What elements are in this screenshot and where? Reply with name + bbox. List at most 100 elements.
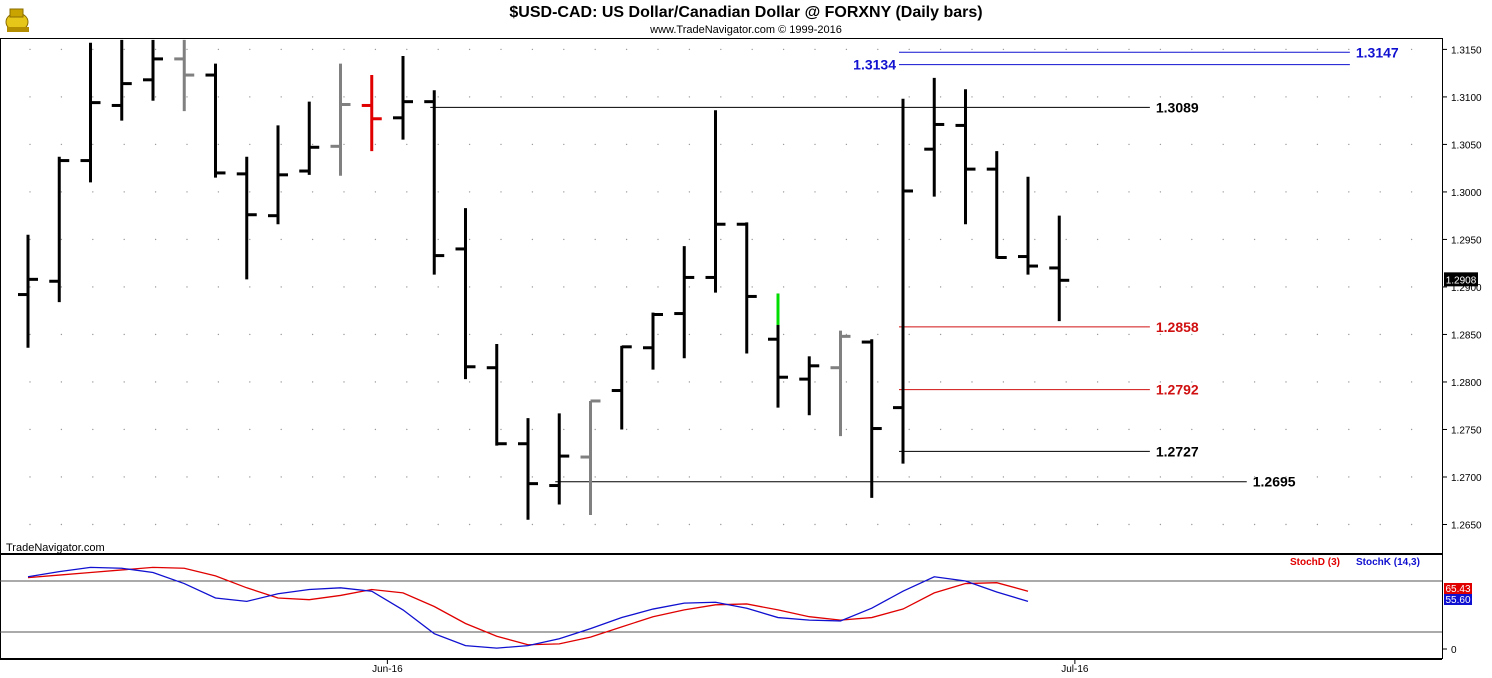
price-tick-label: 1.3150 bbox=[1451, 45, 1482, 56]
grid-dot bbox=[92, 238, 94, 241]
grid-dot bbox=[406, 96, 408, 98]
grid-dot bbox=[877, 333, 879, 336]
grid-dot bbox=[311, 48, 314, 51]
grid-dot bbox=[1191, 48, 1193, 51]
grid-dot bbox=[939, 238, 942, 241]
grid-dot bbox=[406, 523, 408, 526]
grid-dot bbox=[60, 333, 63, 336]
grid-dot bbox=[1348, 96, 1350, 98]
grid-dot bbox=[563, 523, 565, 526]
grid-dot bbox=[1065, 333, 1067, 336]
grid-dot bbox=[311, 96, 314, 98]
grid-dot bbox=[437, 333, 439, 336]
grid-dot bbox=[877, 48, 879, 51]
grid-dot bbox=[1316, 333, 1319, 336]
ohlc-bar bbox=[424, 90, 445, 275]
level-label: 1.2792 bbox=[1156, 382, 1199, 398]
trade-navigator-logo-icon bbox=[5, 8, 29, 32]
grid-dot bbox=[1034, 238, 1036, 241]
grid-dot bbox=[1096, 523, 1099, 526]
grid-dot bbox=[657, 333, 659, 336]
grid-dot bbox=[217, 523, 220, 526]
grid-dot bbox=[531, 238, 534, 241]
grid-dot bbox=[500, 476, 502, 478]
chart-title: $USD-CAD: US Dollar/Canadian Dollar @ FO… bbox=[509, 4, 982, 21]
grid-dot bbox=[60, 238, 63, 241]
grid-dot bbox=[311, 476, 314, 478]
grid-dot bbox=[1128, 476, 1130, 478]
grid-dot bbox=[1159, 381, 1162, 383]
grid-dot bbox=[908, 48, 910, 51]
ohlc-bar bbox=[768, 293, 788, 408]
grid-dot bbox=[1191, 523, 1193, 526]
grid-dot bbox=[186, 143, 188, 146]
grid-dot bbox=[1379, 143, 1381, 146]
grid-dot bbox=[500, 523, 502, 526]
grid-dot bbox=[1222, 191, 1224, 193]
grid-dot bbox=[217, 428, 220, 431]
grid-dot bbox=[1034, 381, 1036, 383]
grid-dot bbox=[468, 381, 471, 383]
grid-dot bbox=[311, 286, 314, 288]
grid-dot bbox=[1348, 428, 1350, 431]
grid-dot bbox=[1222, 238, 1224, 241]
grid-dot bbox=[1034, 96, 1036, 98]
grid-dot bbox=[154, 428, 157, 431]
grid-dot bbox=[814, 476, 816, 478]
grid-dot bbox=[908, 523, 910, 526]
grid-dot bbox=[751, 428, 753, 431]
grid-dot bbox=[1410, 428, 1413, 431]
ohlc-bar bbox=[830, 330, 851, 437]
grid-dot bbox=[971, 191, 973, 193]
grid-dot bbox=[29, 48, 31, 51]
grid-dot bbox=[92, 143, 94, 146]
grid-dot bbox=[437, 523, 439, 526]
grid-dot bbox=[908, 381, 910, 383]
price-axis-ticks: 1.26501.27001.27501.28001.28501.29001.29… bbox=[1442, 45, 1482, 531]
grid-dot bbox=[657, 428, 659, 431]
grid-dot bbox=[374, 428, 377, 431]
grid-dot bbox=[92, 333, 94, 336]
grid-dot bbox=[60, 48, 63, 51]
grid-dot bbox=[908, 428, 910, 431]
ohlc-bar bbox=[361, 75, 382, 152]
grid-dot bbox=[657, 143, 659, 146]
grid-dot bbox=[1191, 96, 1193, 98]
stoch-value-box bbox=[1444, 583, 1472, 594]
grid-dot bbox=[1002, 191, 1005, 193]
grid-dot bbox=[406, 381, 408, 383]
last-price-box bbox=[1444, 272, 1478, 287]
date-tick-label: Jun-16 bbox=[372, 664, 403, 675]
stoch-series-line bbox=[27, 566, 1029, 649]
grid-dot bbox=[877, 286, 879, 288]
grid-dot bbox=[908, 476, 910, 478]
grid-dot bbox=[186, 476, 188, 478]
grid-dot bbox=[1034, 333, 1036, 336]
grid-dot bbox=[939, 333, 942, 336]
grid-dot bbox=[657, 48, 659, 51]
grid-dot bbox=[437, 48, 439, 51]
grid-dot bbox=[60, 476, 63, 478]
grid-dot bbox=[688, 143, 691, 146]
grid-dot bbox=[186, 96, 188, 98]
grid-dot bbox=[217, 286, 220, 288]
grid-dot bbox=[688, 476, 691, 478]
grid-dot bbox=[1253, 523, 1256, 526]
grid-dot bbox=[468, 333, 471, 336]
grid-dot bbox=[1065, 381, 1067, 383]
grid-dot bbox=[249, 143, 251, 146]
grid-dot bbox=[1379, 48, 1381, 51]
grid-dot bbox=[1410, 476, 1413, 478]
grid-dot bbox=[688, 333, 691, 336]
grid-dot bbox=[720, 333, 722, 336]
grid-dot bbox=[217, 476, 220, 478]
stoch-legend-entry: StochK (14,3) bbox=[1356, 557, 1420, 568]
grid-dot bbox=[154, 333, 157, 336]
ohlc-bar bbox=[674, 246, 695, 359]
grid-dot bbox=[1096, 333, 1099, 336]
ohlc-bar bbox=[236, 156, 257, 280]
grid-dot bbox=[437, 238, 439, 241]
grid-dot bbox=[1285, 286, 1287, 288]
grid-dot bbox=[939, 523, 942, 526]
grid-dot bbox=[406, 143, 408, 146]
